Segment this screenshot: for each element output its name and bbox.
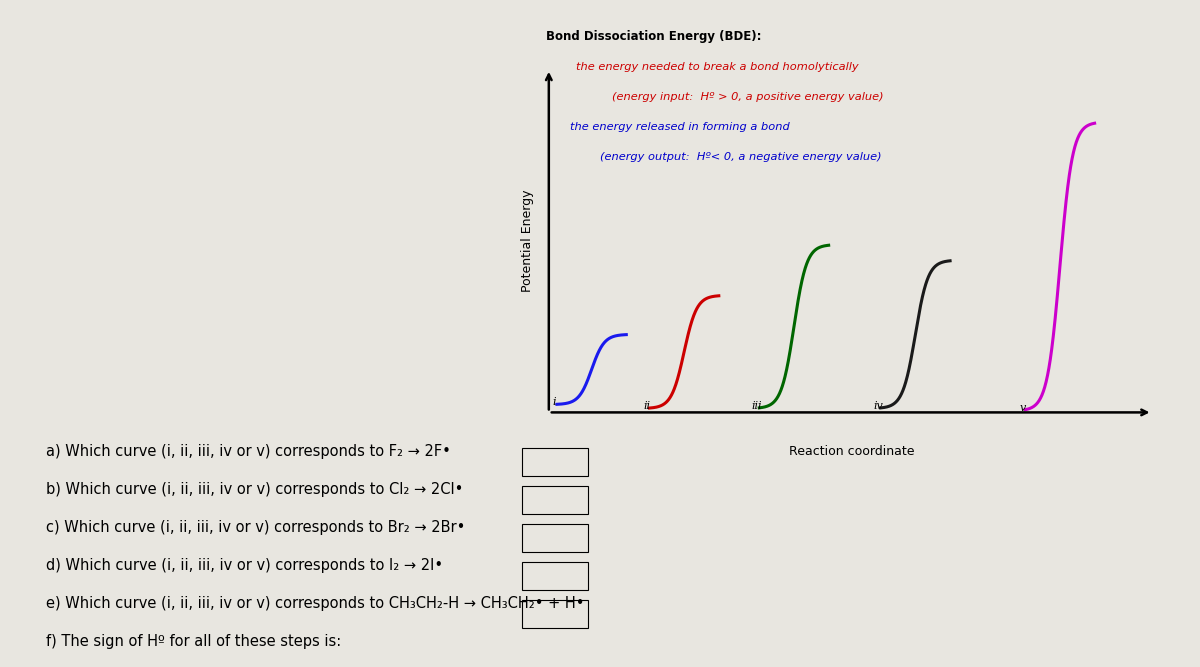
- Text: c) Which curve (i, ii, iii, iv or v) corresponds to Br₂ → 2Br•: c) Which curve (i, ii, iii, iv or v) cor…: [46, 520, 464, 534]
- Text: f) The sign of Hº for all of these steps is:: f) The sign of Hº for all of these steps…: [46, 634, 341, 648]
- Text: the energy needed to break a bond homolytically: the energy needed to break a bond homoly…: [576, 62, 859, 72]
- Text: (energy output:  Hº< 0, a negative energy value): (energy output: Hº< 0, a negative energy…: [600, 152, 882, 162]
- Text: Potential Energy: Potential Energy: [522, 189, 534, 292]
- Text: the energy released in forming a bond: the energy released in forming a bond: [570, 122, 790, 132]
- Text: i: i: [553, 397, 557, 407]
- Text: b) Which curve (i, ii, iii, iv or v) corresponds to Cl₂ → 2Cl•: b) Which curve (i, ii, iii, iv or v) cor…: [46, 482, 463, 496]
- Text: e) Which curve (i, ii, iii, iv or v) corresponds to CH₃CH₂-H → CH₃CH₂• + H•: e) Which curve (i, ii, iii, iv or v) cor…: [46, 596, 584, 610]
- Text: a) Which curve (i, ii, iii, iv or v) corresponds to F₂ → 2F•: a) Which curve (i, ii, iii, iv or v) cor…: [46, 444, 450, 458]
- Text: iv: iv: [874, 400, 883, 410]
- Text: (energy input:  Hº > 0, a positive energy value): (energy input: Hº > 0, a positive energy…: [612, 92, 883, 102]
- Text: iii: iii: [751, 400, 762, 410]
- Text: v: v: [1020, 403, 1026, 413]
- Text: ii: ii: [643, 400, 650, 410]
- Text: Bond Dissociation Energy (BDE):: Bond Dissociation Energy (BDE):: [546, 30, 762, 43]
- Text: Reaction coordinate: Reaction coordinate: [790, 445, 914, 458]
- Text: d) Which curve (i, ii, iii, iv or v) corresponds to I₂ → 2I•: d) Which curve (i, ii, iii, iv or v) cor…: [46, 558, 443, 572]
